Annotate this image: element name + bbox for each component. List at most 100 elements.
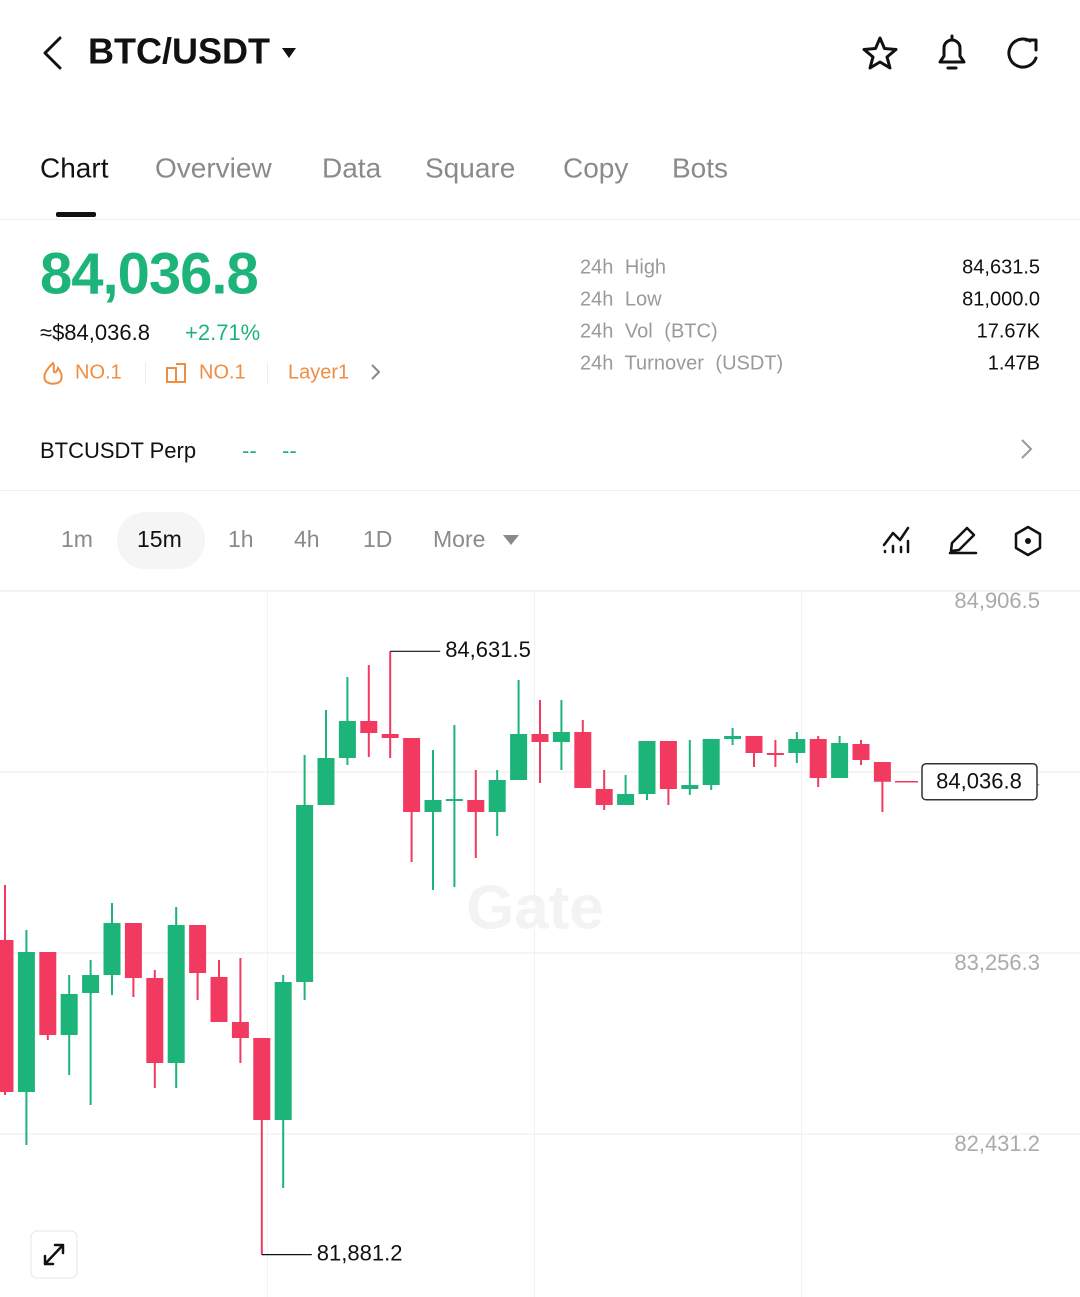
stat-value: 81,000.0 — [962, 288, 1040, 310]
price-change: +2.71% — [185, 320, 260, 345]
stat-value: 84,631.5 — [962, 256, 1040, 278]
candle-body — [296, 804, 314, 982]
last-price-label: 84,036.8 — [936, 769, 1022, 794]
candle-body — [381, 734, 399, 738]
more-dropdown[interactable] — [503, 535, 519, 545]
tab-indicator — [56, 212, 96, 217]
candle-body — [274, 981, 292, 1120]
candle-body — [338, 720, 356, 759]
candle-body — [210, 976, 228, 1023]
interval[interactable]: 1m — [61, 526, 93, 552]
candle-body — [424, 799, 442, 812]
low-label: 81,881.2 — [317, 1240, 403, 1265]
tab[interactable]: Chart — [40, 152, 109, 183]
interval-selected — [117, 512, 205, 569]
favorite-icon[interactable] — [862, 36, 898, 70]
back-button[interactable] — [43, 36, 62, 70]
candle-body — [809, 739, 827, 779]
stat-label: 24h Turnover (USDT) — [580, 352, 783, 374]
candle-body — [231, 1022, 249, 1038]
candle-body — [681, 785, 699, 789]
sector-badge[interactable]: Layer1 — [288, 361, 349, 383]
y-tick-label: 82,431.2 — [954, 1131, 1040, 1156]
candle-body — [831, 742, 849, 779]
indicator-icon[interactable] — [882, 526, 910, 554]
tab[interactable]: Data — [322, 152, 382, 183]
candle-body — [552, 732, 570, 742]
divider — [267, 362, 268, 384]
tab[interactable]: Bots — [672, 152, 728, 183]
candle-body — [82, 974, 100, 994]
candle-body — [724, 735, 742, 740]
rank-badge[interactable]: NO.1 — [75, 361, 122, 383]
y-tick-label: 84,906.5 — [954, 588, 1040, 613]
candle-body — [146, 978, 164, 1064]
interval[interactable]: 1h — [228, 526, 254, 552]
time-grid-line — [267, 591, 268, 1297]
pair-dropdown[interactable] — [282, 48, 296, 58]
last-price: 84,036.8 — [40, 241, 258, 306]
y-tick-label: 83,256.3 — [954, 950, 1040, 975]
hot-icon — [43, 361, 63, 385]
candle-body — [852, 744, 870, 760]
cap-icon — [166, 363, 186, 383]
alert-icon[interactable] — [938, 34, 966, 70]
stat-label: 24h Vol (BTC) — [580, 320, 718, 342]
draw-icon[interactable] — [948, 526, 978, 555]
divider — [0, 219, 1080, 220]
candle-body — [317, 758, 335, 805]
candle-body — [766, 753, 784, 756]
candle-body — [659, 741, 677, 789]
share-icon[interactable] — [1007, 37, 1038, 69]
candle-body — [253, 1037, 271, 1120]
candle-body — [702, 739, 720, 786]
candle-body — [467, 799, 485, 812]
fullscreen-icon — [43, 1243, 65, 1266]
candle-body — [360, 720, 378, 733]
candle-body — [595, 788, 613, 805]
time-grid-line — [534, 591, 535, 1297]
stat-value: 17.67K — [977, 320, 1041, 342]
chevron[interactable] — [1021, 439, 1033, 459]
candle-body — [510, 734, 528, 781]
tab[interactable]: Overview — [155, 152, 272, 183]
time-grid-line — [801, 591, 802, 1297]
candle-body — [167, 925, 185, 1064]
rank-badge[interactable]: NO.1 — [199, 361, 246, 383]
candle-body — [445, 799, 463, 802]
divider — [0, 490, 1080, 491]
stat-label: 24h High — [580, 256, 666, 278]
tab[interactable]: Square — [425, 152, 515, 183]
interval[interactable]: 15m — [137, 526, 182, 552]
candle-body — [488, 780, 506, 812]
candle-body — [403, 737, 421, 812]
candle-body — [0, 939, 14, 1093]
perp-name[interactable]: BTCUSDT Perp — [40, 438, 196, 463]
candle-body — [189, 925, 207, 973]
settings-icon-dot — [1025, 538, 1031, 544]
stat-value: 1.47B — [988, 352, 1040, 374]
interval[interactable]: 4h — [294, 526, 320, 552]
high-label: 84,631.5 — [445, 637, 531, 662]
settings-icon[interactable] — [1014, 525, 1042, 557]
candle-body — [574, 732, 592, 788]
perp-change: -- — [282, 438, 297, 463]
interval[interactable]: 1D — [363, 526, 392, 552]
interval[interactable]: More — [433, 526, 485, 552]
candle-body — [17, 952, 35, 1093]
candle-body — [124, 923, 142, 979]
pair-title[interactable]: BTC/USDT — [88, 31, 270, 72]
candle-body — [788, 739, 806, 754]
stat-label: 24h Low — [580, 288, 662, 310]
last-price-box — [921, 763, 1038, 801]
candle-body — [531, 734, 549, 742]
watermark: Gate — [466, 873, 604, 942]
divider — [145, 362, 146, 384]
tab[interactable]: Copy — [563, 152, 628, 183]
candle-body — [745, 735, 763, 754]
fiat-price: ≈$84,036.8 — [40, 320, 150, 345]
candle-body — [60, 993, 78, 1035]
candle-body — [638, 741, 656, 794]
chevron — [371, 364, 381, 380]
